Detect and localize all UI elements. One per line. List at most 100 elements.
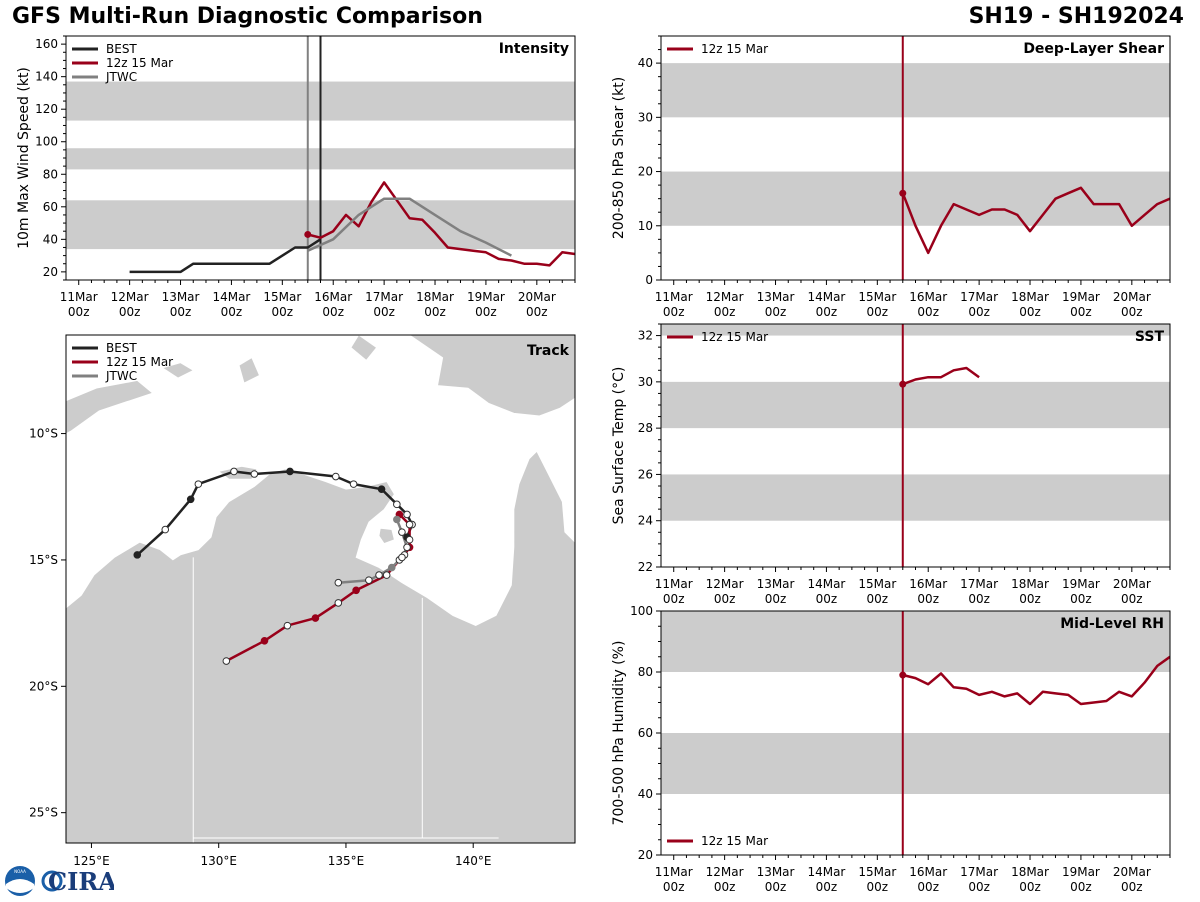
track-point xyxy=(398,528,406,536)
shear-ytick-label: 30 xyxy=(638,110,653,124)
intensity-xtick-label: 12Mar xyxy=(111,290,149,304)
shear-init-marker xyxy=(899,189,907,197)
sst-xtick-label: 00z xyxy=(765,592,787,606)
intensity-series-line xyxy=(129,238,322,274)
intensity-xtick-label: 18Mar xyxy=(416,290,454,304)
panel-intensity: 20 40 60 80 100 120 140 160 10m Max Wind Speed (… xyxy=(16,35,576,319)
sst-xtick-label: 00z xyxy=(917,592,939,606)
sst-frame xyxy=(660,323,1171,568)
rh-ylabel: 700-500 hPa Humidity (%) xyxy=(611,641,627,826)
intensity-xtick-label: 00z xyxy=(119,305,141,319)
sst-ytick-label: 26 xyxy=(638,467,653,481)
sst-xtick-label: 00z xyxy=(1121,592,1143,606)
intensity-ytick-label: 100 xyxy=(35,135,58,149)
sst-xtick-label: 00z xyxy=(1019,592,1041,606)
shear-xtick-label: 00z xyxy=(867,305,889,319)
intensity-legend-label: 12z 15 Mar xyxy=(106,56,173,70)
intensity-xtick-label: 19Mar xyxy=(467,290,505,304)
shear-legend-label: 12z 15 Mar xyxy=(701,42,768,56)
intensity-xtick-label: 16Mar xyxy=(314,290,352,304)
intensity-xtick-label: 13Mar xyxy=(162,290,200,304)
rh-series-line xyxy=(902,655,1170,706)
rh-xtick-label: 12Mar xyxy=(706,865,744,879)
rh-ytick-label: 40 xyxy=(638,787,653,801)
shear-xtick-label: 00z xyxy=(816,305,838,319)
track-map-area xyxy=(66,335,575,843)
rh-xtick-label: 00z xyxy=(867,880,889,894)
shear-xtick-label: 00z xyxy=(765,305,787,319)
timor-land xyxy=(66,380,154,435)
rh-xtick-label: 00z xyxy=(663,880,685,894)
rh-band xyxy=(661,733,1170,794)
sst-series-line xyxy=(902,366,980,386)
shear-xtick-label: 00z xyxy=(663,305,685,319)
rh-xtick-label: 19Mar xyxy=(1062,865,1100,879)
track-ytick-label: 20°S xyxy=(29,679,58,693)
track-ytick-label: 15°S xyxy=(29,553,58,567)
rh-init-marker xyxy=(899,671,907,679)
sst-ytick-label: 30 xyxy=(638,375,653,389)
rh-xtick-label: 00z xyxy=(816,880,838,894)
track-ytick-label: 10°S xyxy=(29,427,58,441)
shear-xtick-label: 11Mar xyxy=(655,290,693,304)
shear-xtick-label: 00z xyxy=(1019,305,1041,319)
intensity-ytick-label: 160 xyxy=(35,37,58,51)
rh-xtick-label: 20Mar xyxy=(1113,865,1151,879)
rh-xtick-label: 00z xyxy=(968,880,990,894)
track-point xyxy=(375,571,383,579)
panel-rh: 20 40 60 80 100 700-500 hPa Humidity (%) 11Mar… xyxy=(611,604,1171,894)
track-point xyxy=(349,480,358,488)
intensity-xtick-label: 11Mar xyxy=(60,290,98,304)
rh-xtick-label: 14Mar xyxy=(807,865,845,879)
shear-xtick-label: 00z xyxy=(917,305,939,319)
sst-xtick-label: 13Mar xyxy=(757,577,795,591)
track-point xyxy=(352,586,360,595)
cira-logo-text: CIRA xyxy=(48,867,114,896)
track-point xyxy=(222,657,231,665)
sst-xtick-label: 18Mar xyxy=(1011,577,1049,591)
track-point xyxy=(393,500,401,509)
intensity-ytick-label: 120 xyxy=(35,102,58,116)
track-point xyxy=(403,543,411,552)
page-title: GFS Multi-Run Diagnostic Comparison xyxy=(12,4,483,29)
shear-xtick-label: 00z xyxy=(1070,305,1092,319)
sst-legend-label: 12z 15 Mar xyxy=(701,330,768,344)
track-xtick-label: 135°E xyxy=(328,854,365,868)
intensity-xtick-label: 20Mar xyxy=(518,290,556,304)
intensity-legend-label: JTWC xyxy=(105,70,137,84)
track-xtick-label: 125°E xyxy=(73,854,110,868)
shear-ytick-label: 10 xyxy=(638,219,653,233)
sst-xtick-label: 11Mar xyxy=(655,577,693,591)
shear-title: Deep-Layer Shear xyxy=(1023,41,1164,57)
rh-xtick-label: 18Mar xyxy=(1011,865,1049,879)
shear-ytick-label: 40 xyxy=(638,56,653,70)
sst-xtick-label: 20Mar xyxy=(1113,577,1151,591)
intensity-ytick-label: 80 xyxy=(43,167,58,181)
shear-ytick-label: 20 xyxy=(638,165,653,179)
shear-ylabel: 200-850 hPa Shear (kt) xyxy=(611,77,627,239)
rh-xtick-label: 00z xyxy=(714,880,736,894)
intensity-ytick-label: 60 xyxy=(43,200,58,214)
track-point xyxy=(161,525,170,534)
intensity-legend-label: BEST xyxy=(106,42,137,56)
track-point xyxy=(365,576,373,584)
track-point xyxy=(405,520,414,529)
shear-xtick-label: 16Mar xyxy=(909,290,947,304)
shear-series-line xyxy=(901,186,1170,255)
track-point xyxy=(194,480,203,488)
sst-band xyxy=(661,474,1170,521)
track-point xyxy=(311,614,320,622)
intensity-xtick-label: 15Mar xyxy=(263,290,301,304)
track-point xyxy=(230,467,238,476)
track-point xyxy=(283,621,292,630)
track-point xyxy=(405,535,414,544)
sst-plot-area xyxy=(661,324,1170,567)
track-point xyxy=(331,472,340,481)
sst-xtick-label: 00z xyxy=(867,592,889,606)
shear-plot-area xyxy=(661,36,1170,280)
track-point xyxy=(403,510,411,519)
track-xtick-label: 130°E xyxy=(200,854,237,868)
shear-ytick-label: 0 xyxy=(645,273,653,287)
track-title: Track xyxy=(527,343,570,359)
